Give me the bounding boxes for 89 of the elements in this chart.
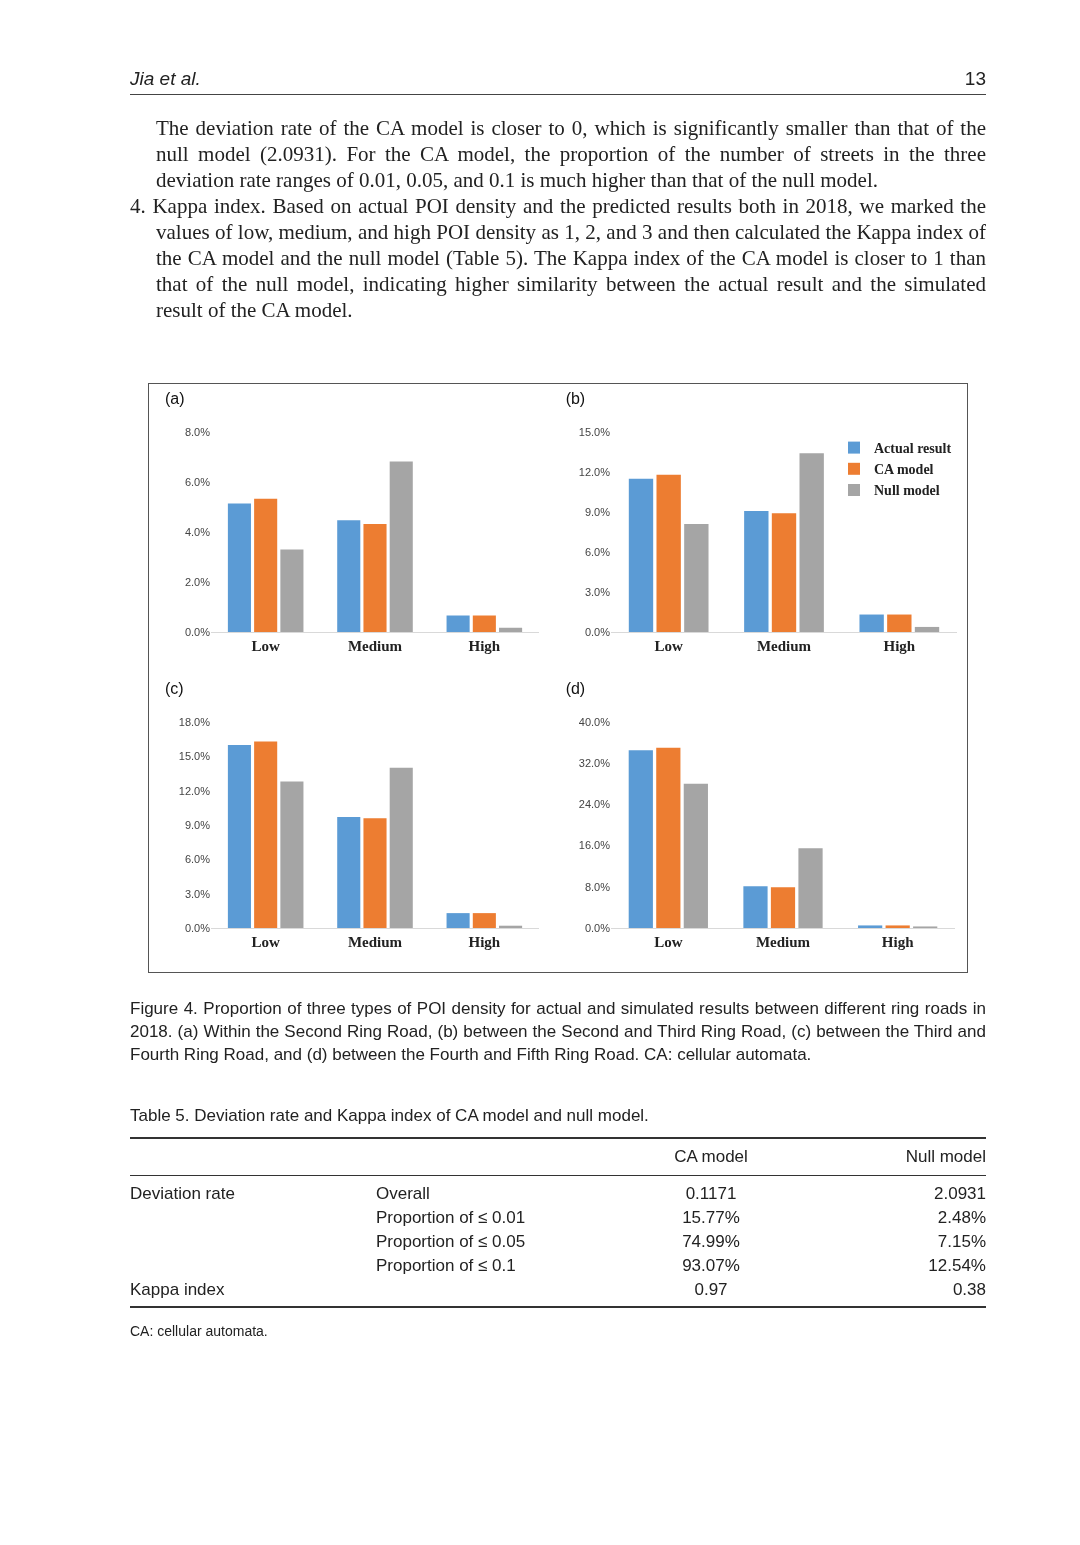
text: Proportion of ≤ 0.05 74.99% 7.15% [376,1232,986,1251]
y-tick-label: 3.0% [184,887,211,900]
y-tick-label: 8.0% [184,425,211,438]
chart-title: (b) [565,389,586,407]
x-tick-label: Low [251,638,280,654]
y-tick-label: 0.0% [184,625,211,638]
bar [446,913,470,928]
legend-label: Actual result [874,441,952,457]
text: Jia et al. 13 [130,68,986,89]
text: CA: cellular automata. [130,1322,269,1341]
x-tick-label: Medium [756,638,812,654]
bar [446,615,470,632]
bar [389,767,413,928]
bar [743,886,768,928]
bar [798,848,823,928]
text: Proportion of ≤ 0.01 15.77% 2.48% [376,1208,986,1227]
y-tick-label: 32.0% [578,757,611,770]
y-tick-label: 12.0% [578,465,611,478]
chart-title: (c) [165,680,184,698]
bar [656,474,681,632]
x-tick-label: High [468,638,501,654]
bar [280,549,304,632]
text: Proportion of ≤ 0.1 93.07% 12.54% [376,1256,986,1275]
bar [280,781,304,928]
x-tick-label: High [883,638,916,654]
bar [684,524,709,632]
y-tick-label: 12.0% [178,784,211,797]
x-tick-label: High [468,934,501,950]
legend-label: Null model [874,483,940,499]
text: 4. Kappa index. Based on actual POI density and the predicted results both in 2018, we marked the values of low, medium, and high POI density as 1, 2, and 3 and then calculated the Kappa index of the CA model and the null model (Table 5). The Kappa index of the CA model is closer to 1 than that of the null model, indicating higher similarity between the actual result and the simulated result of the CA model. [130,193,986,323]
y-tick-label: 8.0% [584,880,611,893]
text: CA model Null model [674,1147,986,1166]
text: Deviation rate Overall 0.1171 2.0931 [130,1184,986,1203]
chart-title: (a) [165,389,185,407]
bar [859,614,884,632]
x-tick-label: Low [251,934,280,950]
bar [337,816,361,928]
bar [499,627,523,632]
bar [254,741,278,928]
bar [628,750,653,928]
x-tick-label: Medium [347,934,403,950]
bar [363,818,387,928]
legend-label: CA model [874,462,934,478]
bar [363,524,387,632]
bar [885,925,910,928]
y-tick-label: 4.0% [184,525,211,538]
x-tick-label: Medium [755,934,811,950]
y-tick-label: 6.0% [184,475,211,488]
chart-title: (d) [565,680,586,698]
bar [887,614,912,632]
bar [770,887,796,928]
bar [227,503,251,632]
text: Kappa index 0.97 0.38 [130,1280,986,1299]
bar [472,913,496,928]
y-tick-label: 0.0% [584,921,611,934]
y-tick-label: 2.0% [184,575,211,588]
y-tick-label: 9.0% [184,818,211,831]
y-tick-label: 9.0% [584,505,611,518]
bar [799,453,824,632]
y-tick-label: 15.0% [578,425,611,438]
y-tick-label: 40.0% [578,715,611,728]
bar [771,513,797,632]
y-tick-label: 24.0% [578,798,611,811]
bar [744,511,769,632]
y-tick-label: 16.0% [578,839,611,852]
caption: Table 5. Deviation rate and Kappa index of CA model and null model. [130,1105,650,1127]
caption: Figure 4. Proportion of three types of POI density for actual and simulated results between different ring roads in 2018. (a) Within the Second Ring Road, (b) between the Second and Third Ring Road, (c) between the Third and Fourth Ring Road, and (d) between the Fourth and Fifth Ring Road. CA: cellular automata. [130,998,986,1066]
bar [254,498,278,632]
x-tick-label: Medium [347,638,403,654]
bar [472,615,496,632]
bar [389,461,413,632]
x-tick-label: Low [654,934,683,950]
bar [337,520,361,632]
y-tick-label: 0.0% [584,625,611,638]
y-tick-label: 18.0% [178,715,211,728]
bar [656,747,681,928]
y-tick-label: 0.0% [184,921,211,934]
bar [628,478,654,632]
text: The deviation rate of the CA model is closer to 0, which is significantly smaller than that of the null model (2.0931). For the CA model, the proportion of the number of streets in the three deviation rate ranges of 0.01, 0.05, and 0.1 is much higher than that of the null model. [156,115,986,193]
bar [858,925,883,928]
bar [914,626,940,632]
y-tick-label: 15.0% [178,750,211,763]
bar [227,744,251,928]
y-tick-label: 3.0% [584,585,611,598]
x-tick-label: High [881,934,915,950]
x-tick-label: Low [654,638,683,654]
y-tick-label: 6.0% [184,853,211,866]
bar [683,783,708,928]
y-tick-label: 6.0% [584,545,611,558]
